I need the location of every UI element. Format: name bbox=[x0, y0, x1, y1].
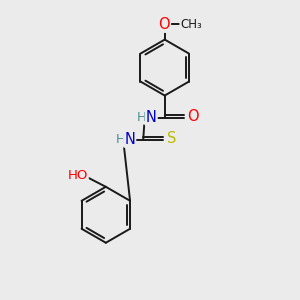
Text: CH₃: CH₃ bbox=[180, 18, 202, 31]
Text: HO: HO bbox=[68, 169, 88, 182]
Text: O: O bbox=[158, 17, 170, 32]
Text: H: H bbox=[137, 110, 146, 124]
Text: H: H bbox=[116, 133, 125, 146]
Text: S: S bbox=[167, 131, 176, 146]
Text: N: N bbox=[146, 110, 157, 124]
Text: O: O bbox=[187, 109, 199, 124]
Text: N: N bbox=[124, 132, 135, 147]
